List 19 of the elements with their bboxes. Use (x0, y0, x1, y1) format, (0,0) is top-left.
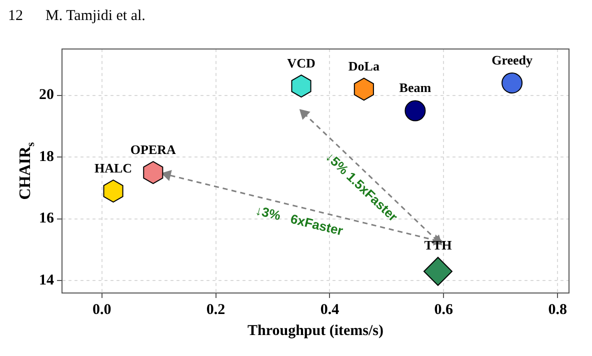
x-tick-label: 0.0 (92, 302, 112, 318)
y-axis-title: CHAIRs (17, 141, 37, 200)
y-tick-label: 18 (39, 148, 54, 165)
series-label: VCD (287, 55, 316, 70)
x-tick-label: 0.2 (206, 302, 226, 318)
series-label: Beam (399, 80, 432, 96)
annotation: ↓3% 6xFaster (254, 202, 345, 238)
y-tick-label: 14 (39, 272, 54, 289)
series-label: Greedy (492, 52, 533, 68)
series-label: HALC (94, 160, 132, 176)
text: 12 M. Tamjidi et al. (8, 8, 146, 26)
x-tick-label: 0.6 (434, 302, 454, 318)
x-tick-label: 0.8 (548, 302, 567, 318)
y-tick-label: 16 (39, 210, 54, 227)
y-tick-label: 20 (39, 87, 54, 104)
series-label: OPERA (130, 142, 177, 157)
x-tick-label: 0.4 (320, 302, 340, 318)
x-axis-title: Throughput (items/s) (248, 322, 384, 339)
series-label: DoLa (348, 58, 380, 74)
